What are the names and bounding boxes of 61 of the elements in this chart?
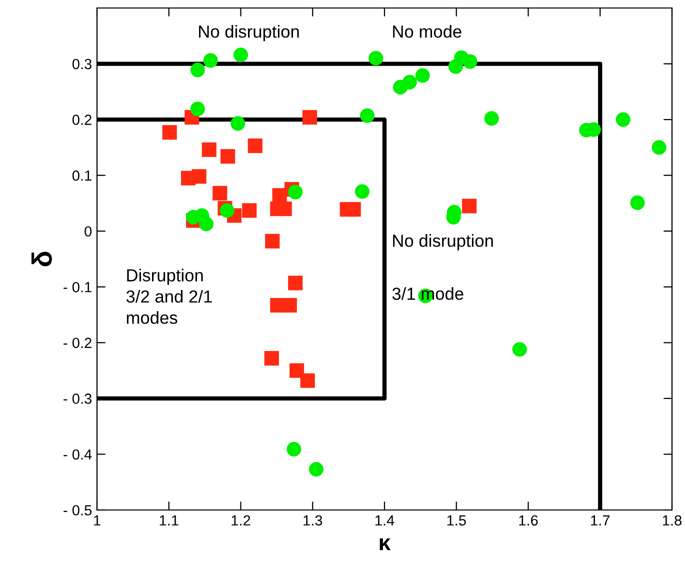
point [198,216,214,232]
x-tick-label: 1 [94,515,100,526]
point [616,112,630,127]
point [162,125,177,140]
point [286,442,302,456]
point [652,140,666,155]
annotation: No mode [393,25,462,38]
annotation: No disruption [199,25,299,42]
point [346,202,361,217]
point [302,110,318,125]
point [300,373,315,388]
point [630,195,645,210]
point [282,298,297,313]
y-tick-label: - 0.1 [64,282,92,292]
point [233,48,248,62]
point [264,351,279,366]
x-tick-label: 1.3 [304,515,322,526]
point [415,68,430,83]
point [290,363,304,378]
x-tick-label: 1.5 [447,515,466,526]
point [512,342,527,357]
x-tick-label: 1.4 [375,515,394,526]
x-tick-label: 1.1 [160,515,178,526]
point [190,102,205,116]
annotation: Disruption 3/2 and 2/1 modes [126,268,212,324]
point [192,169,206,184]
point [462,54,478,69]
point [242,203,257,218]
point [308,462,324,477]
point [248,138,262,154]
y-tick-label: 0.1 [72,170,92,181]
point [288,184,303,200]
point [354,184,370,199]
x-tick-label: 1.2 [232,515,250,526]
point [220,149,236,164]
point [402,74,417,90]
point [484,111,499,126]
point [368,50,384,66]
point [288,276,303,290]
point [203,53,218,68]
annotation: No disruption [393,234,493,250]
point [462,198,477,214]
point [230,116,246,131]
y-axis-title: δ [32,252,52,266]
x-axis-title: κ [380,538,391,550]
y-tick-label: - 0.2 [64,338,92,348]
x-tick-label: 1.6 [519,515,538,526]
y-tick-label: 0.3 [72,58,92,70]
y-tick-label: - 0.3 [64,394,92,404]
y-tick-label: - 0.5 [64,505,92,516]
point [190,62,205,78]
point [360,108,375,123]
y-tick-label: 0 [84,226,92,237]
point [277,202,292,216]
point [265,234,280,248]
point [212,186,228,200]
x-tick-label: 1.7 [591,515,610,526]
point [202,142,216,157]
y-tick-label: 0.2 [72,114,92,125]
y-tick-label: - 0.4 [64,449,92,460]
x-tick-label: 1.8 [662,515,682,526]
